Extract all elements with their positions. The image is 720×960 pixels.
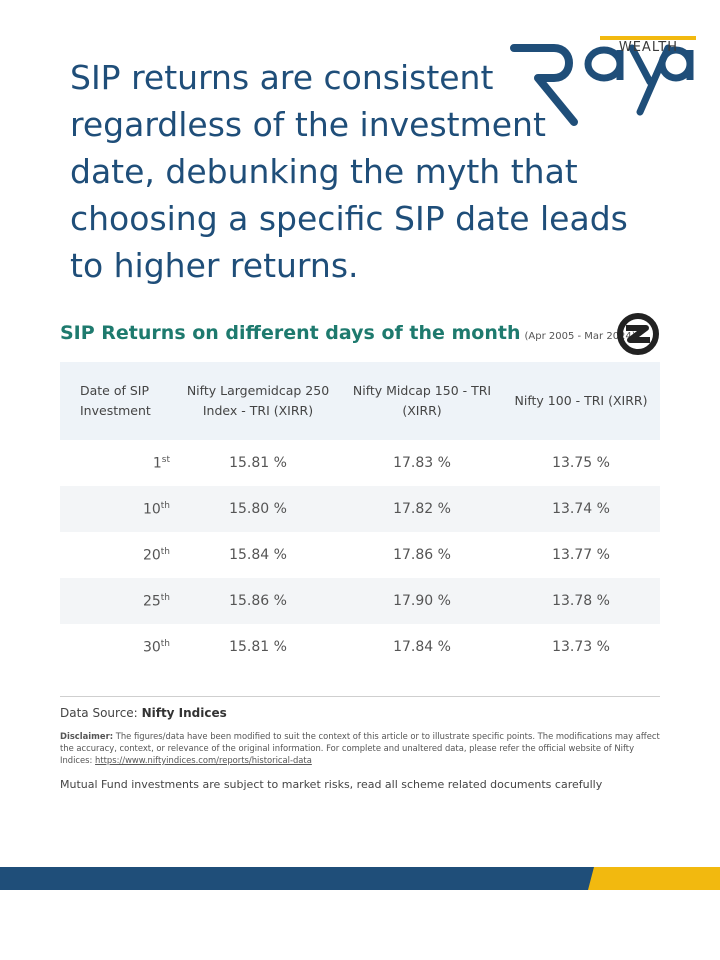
zerodha-icon <box>617 313 659 355</box>
midcap-return: 17.82 % <box>393 501 451 517</box>
disclaimer-text: The figures/data have been modified to s… <box>60 731 660 765</box>
midcap-return: 17.86 % <box>393 547 451 563</box>
table-row: 10th 15.80 % 17.82 % 13.74 % <box>60 486 660 532</box>
sip-day-cell: 1st <box>60 440 174 486</box>
largemidcap-return: 15.81 % <box>229 455 287 471</box>
sip-day: 25 <box>142 593 161 610</box>
column-header-date: Date of SIP Investment <box>80 383 151 418</box>
largemidcap-return: 15.84 % <box>229 547 287 563</box>
nifty100-return: 13.73 % <box>552 639 610 655</box>
divider <box>60 696 660 697</box>
sip-day-suffix: th <box>160 592 170 603</box>
midcap-return: 17.84 % <box>393 639 451 655</box>
nifty100-return: 13.74 % <box>552 501 610 517</box>
largemidcap-return: 15.80 % <box>229 501 287 517</box>
column-header-largemidcap: Nifty Largemidcap 250 Index - TRI (XIRR) <box>186 383 330 418</box>
table-row: 25th 15.86 % 17.90 % 13.78 % <box>60 578 660 624</box>
sip-day: 30 <box>142 639 161 656</box>
sip-day-cell: 25th <box>60 578 174 624</box>
risk-note: Mutual Fund investments are subject to m… <box>60 778 603 791</box>
sip-returns-table: Date of SIP Investment Nifty Largemidcap… <box>60 362 660 670</box>
sip-day-suffix: th <box>160 638 170 649</box>
footer-accent <box>588 867 720 890</box>
table-row: 20th 15.84 % 17.86 % 13.77 % <box>60 532 660 578</box>
disclaimer: Disclaimer: The figures/data have been m… <box>60 730 660 766</box>
raya-logo-mark <box>510 36 696 126</box>
table-title: SIP Returns on different days of the mon… <box>60 322 636 344</box>
sip-day: 20 <box>142 547 161 564</box>
nifty100-return: 13.78 % <box>552 593 610 609</box>
logo-tagline: WEALTH <box>618 40 678 55</box>
table-header-row: Date of SIP Investment Nifty Largemidcap… <box>60 362 660 440</box>
data-source-name: Nifty Indices <box>141 706 227 720</box>
data-source: Data Source: Nifty Indices <box>60 706 227 720</box>
midcap-return: 17.83 % <box>393 455 451 471</box>
largemidcap-return: 15.86 % <box>229 593 287 609</box>
sip-day: 10 <box>142 501 161 518</box>
nifty100-return: 13.75 % <box>552 455 610 471</box>
column-header-midcap: Nifty Midcap 150 - TRI (XIRR) <box>352 383 492 418</box>
raya-wealth-logo: WEALTH <box>508 18 700 130</box>
table-row: 1st 15.81 % 17.83 % 13.75 % <box>60 440 660 486</box>
table-row: 30th 15.81 % 17.84 % 13.73 % <box>60 624 660 670</box>
sip-day-suffix: th <box>160 500 170 511</box>
column-header-nifty100: Nifty 100 - TRI (XIRR) <box>514 393 648 408</box>
nifty100-return: 13.77 % <box>552 547 610 563</box>
headline: SIP returns are consistent regardless of… <box>70 58 628 285</box>
footer-band <box>0 867 720 890</box>
disclaimer-link[interactable]: https://www.niftyindices.com/reports/his… <box>95 755 312 765</box>
sip-day-cell: 30th <box>60 624 174 670</box>
sip-day: 1 <box>152 455 162 472</box>
disclaimer-label: Disclaimer: <box>60 731 114 741</box>
sip-day-cell: 10th <box>60 486 174 532</box>
table-period: (Apr 2005 - Mar 2024) <box>524 331 636 342</box>
data-source-label: Data Source: <box>60 706 138 720</box>
table-title-text: SIP Returns on different days of the mon… <box>60 322 521 344</box>
midcap-return: 17.90 % <box>393 593 451 609</box>
sip-day-cell: 20th <box>60 532 174 578</box>
sip-day-suffix: st <box>161 454 170 465</box>
sip-day-suffix: th <box>160 546 170 557</box>
largemidcap-return: 15.81 % <box>229 639 287 655</box>
